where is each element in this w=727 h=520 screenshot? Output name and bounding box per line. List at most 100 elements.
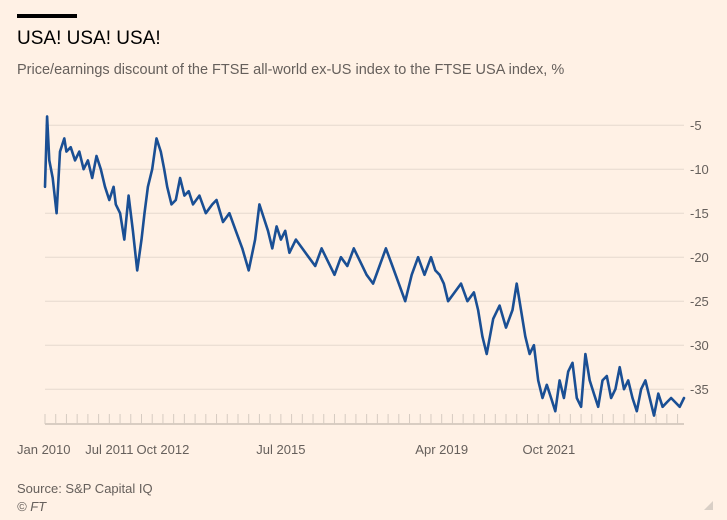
data-point [372, 282, 374, 285]
data-point [51, 177, 54, 179]
data-point [123, 238, 126, 241]
data-point [365, 274, 368, 276]
data-point [59, 150, 61, 153]
data-point [481, 335, 484, 338]
data-point [271, 247, 274, 250]
line-chart: -5 -10 -15 -20 -25 -30 -35 Jan 2010 Jul 2011 Oct… [17, 115, 709, 457]
data-point [438, 274, 441, 276]
data-point [661, 406, 664, 408]
data-point [247, 269, 250, 272]
data-point [636, 410, 638, 413]
data-point [295, 238, 297, 241]
data-point [258, 203, 261, 206]
data-point [580, 406, 582, 408]
data-point [127, 194, 130, 197]
data-point [541, 397, 544, 399]
data-point [644, 379, 647, 382]
data-point [648, 397, 651, 399]
data-point [159, 150, 162, 153]
data-point [55, 212, 58, 214]
data-point [410, 274, 413, 276]
y-tick-label: -30 [690, 338, 709, 353]
data-point [183, 194, 186, 197]
data-point [320, 247, 323, 250]
ft-credit: © FT [17, 499, 47, 514]
data-point [301, 247, 304, 250]
data-point [423, 274, 426, 276]
data-point [140, 238, 143, 241]
data-point [533, 344, 535, 347]
data-point [352, 247, 355, 250]
chart-title: USA! USA! USA! [17, 28, 161, 49]
data-point [460, 282, 462, 285]
data-point [575, 397, 578, 399]
data-point [267, 230, 269, 232]
data-point [170, 203, 173, 206]
data-point [674, 401, 677, 404]
data-point [155, 137, 158, 140]
data-point [187, 190, 190, 192]
data-point [597, 406, 600, 408]
data-point [515, 282, 518, 285]
data-point [554, 410, 557, 413]
data-point [614, 388, 617, 391]
data-point [112, 186, 115, 188]
data-point [657, 392, 660, 395]
data-point [235, 230, 237, 232]
data-point [288, 252, 291, 254]
gridlines [45, 124, 684, 425]
data-point [606, 375, 608, 377]
data-point [48, 159, 51, 162]
y-axis-labels: -5 -10 -15 -20 -25 -30 -35 [690, 118, 709, 397]
y-tick-label: -35 [690, 382, 709, 397]
y-tick-label: -15 [690, 206, 709, 221]
data-point [314, 265, 316, 267]
x-axis-ticks [44, 414, 679, 424]
data-point [571, 362, 574, 364]
series-layer [43, 115, 686, 417]
data-point [398, 282, 400, 285]
chart-subtitle: Price/earnings discount of the FTSE all-… [17, 62, 565, 78]
y-tick-label: -25 [690, 294, 709, 309]
data-point [623, 388, 625, 391]
data-point [95, 155, 98, 157]
data-point [46, 115, 48, 118]
data-point [114, 203, 117, 206]
source-note: Source: S&P Capital IQ [17, 481, 153, 496]
data-point [63, 137, 66, 140]
data-point [211, 203, 214, 206]
x-tick-label: Jul 2015 [256, 442, 305, 457]
data-point [333, 274, 336, 276]
data-point [640, 388, 642, 391]
data-point [179, 177, 181, 179]
data-point [537, 379, 539, 382]
data-point [262, 216, 265, 219]
data-point [327, 260, 329, 263]
data-point [678, 406, 681, 408]
data-point [254, 238, 256, 241]
data-point [434, 269, 437, 272]
data-point [558, 379, 561, 382]
data-point [82, 168, 85, 170]
x-tick-label: Jul 2011 [85, 442, 133, 457]
data-point [385, 247, 387, 250]
x-tick-label: Oct 2012 [137, 442, 190, 457]
data-point [505, 326, 507, 329]
data-point [466, 300, 469, 303]
data-point [524, 335, 527, 338]
data-point [346, 265, 349, 267]
data-point [563, 397, 565, 399]
data-point [584, 353, 587, 355]
data-point [473, 291, 475, 294]
data-point [545, 384, 548, 386]
data-point [78, 150, 81, 153]
x-tick-label: Jan 2010 [17, 442, 71, 457]
data-point [511, 309, 514, 311]
x-tick-label: Oct 2021 [523, 442, 576, 457]
y-tick-label: -5 [690, 118, 702, 133]
data-point [631, 397, 634, 399]
data-point [601, 379, 604, 382]
data-point [108, 199, 111, 201]
data-point [284, 230, 286, 232]
data-point [430, 256, 432, 259]
